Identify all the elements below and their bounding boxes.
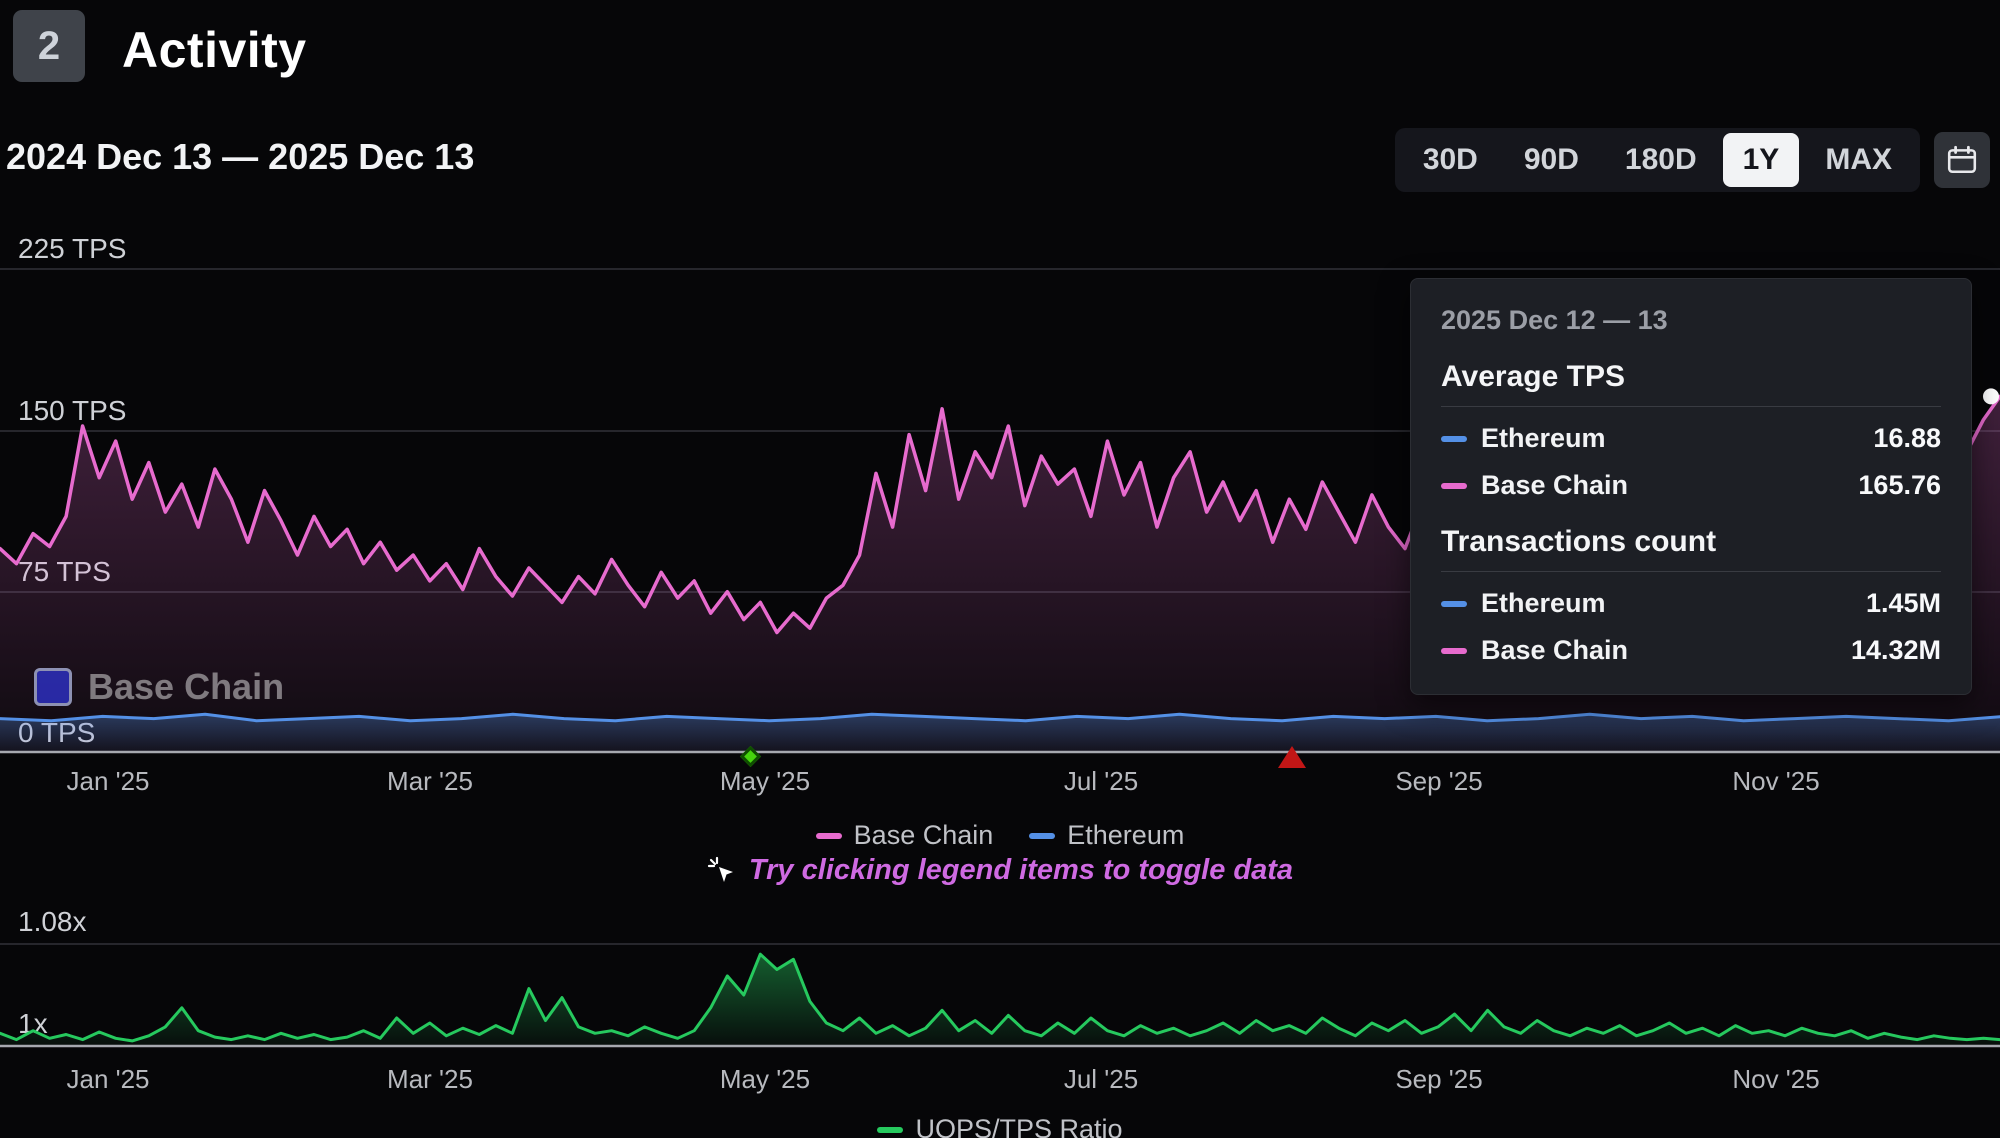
chain-watermark-label: Base Chain (88, 666, 285, 707)
timeframe-30d-button[interactable]: 30D (1403, 133, 1498, 187)
ratio-legend-swatch (877, 1126, 904, 1133)
tps-y-label-225: 225 TPS (18, 233, 127, 264)
ethereum-swatch (1441, 600, 1467, 607)
ethereum-area-fill (0, 714, 2000, 753)
timeframe-180d-button[interactable]: 180D (1605, 133, 1717, 187)
tooltip-section-transactions-count: Transactions count (1441, 525, 1941, 572)
ratio-x-label-may: May '25 (719, 1064, 811, 1094)
legend-hint: Try clicking legend items to toggle data (0, 854, 2000, 887)
tps-y-label-150: 150 TPS (18, 395, 127, 426)
tps-x-axis: Jan '25 Mar '25 May '25 Jul '25 Sep '25 … (0, 766, 2000, 800)
ethereum-swatch (1441, 435, 1467, 442)
base-chain-logo-icon (34, 668, 72, 706)
timeframe-1y-button[interactable]: 1Y (1722, 133, 1800, 187)
tooltip-row-value: 14.32M (1850, 635, 1941, 665)
ratio-legend: UOPS/TPS Ratio (0, 1114, 2000, 1138)
ratio-x-label-mar: Mar '25 (387, 1064, 473, 1094)
timeframe-90d-button[interactable]: 90D (1504, 133, 1599, 187)
ratio-x-label-nov: Nov '25 (1732, 1064, 1820, 1094)
date-range-label: 2024 Dec 13 — 2025 Dec 13 (6, 136, 475, 177)
ratio-x-label-sep: Sep '25 (1395, 1064, 1483, 1094)
tps-x-label-jul: Jul '25 (1063, 766, 1139, 796)
ratio-area-fill (0, 954, 2000, 1046)
cursor-click-icon (707, 856, 733, 882)
tooltip-section-average-tps: Average TPS (1441, 360, 1941, 407)
tooltip-row-label: Base Chain (1481, 635, 1629, 665)
tps-x-label-jan: Jan '25 (66, 766, 150, 796)
section-rank-badge: 2 (13, 10, 85, 82)
tooltip-row-base-chain-count: Base Chain 14.32M (1441, 635, 1941, 666)
base-chain-legend-swatch (815, 832, 842, 839)
ratio-x-label-jan: Jan '25 (66, 1064, 150, 1094)
base-chain-swatch (1441, 647, 1467, 654)
legend-item-uops-tps-ratio[interactable]: UOPS/TPS Ratio (877, 1114, 1123, 1138)
ratio-x-label-jul: Jul '25 (1063, 1064, 1139, 1094)
chain-watermark: Base Chain (34, 666, 284, 708)
legend-item-base-chain[interactable]: Base Chain (815, 820, 994, 851)
tooltip-row-ethereum-count: Ethereum 1.45M (1441, 588, 1941, 619)
tooltip-row-base-chain-tps: Base Chain 165.76 (1441, 470, 1941, 501)
ethereum-legend-swatch (1029, 832, 1056, 839)
tooltip-row-value: 1.45M (1865, 588, 1941, 618)
calendar-icon (1947, 145, 1977, 174)
latest-value-dot (1983, 388, 1999, 405)
tooltip-row-value: 16.88 (1873, 423, 1941, 453)
tps-x-label-may: May '25 (719, 766, 811, 796)
base-chain-swatch (1441, 482, 1467, 489)
timeframe-selector: 30D 90D 180D 1Y MAX (1394, 128, 1990, 192)
tooltip-row-label: Ethereum (1481, 588, 1606, 618)
legend-label: Ethereum (1067, 820, 1185, 850)
legend-item-ethereum[interactable]: Ethereum (1029, 820, 1184, 851)
ratio-line (0, 952, 2000, 1043)
milestone-triangle-marker[interactable] (1278, 746, 1306, 768)
page-title: Activity (122, 22, 307, 78)
ratio-y-label-108: 1.08x (18, 906, 87, 937)
legend-label: UOPS/TPS Ratio (915, 1114, 1123, 1138)
legend-hint-text: Try clicking legend items to toggle data (748, 854, 1294, 886)
tps-x-label-sep: Sep '25 (1395, 766, 1483, 796)
timeframe-max-button[interactable]: MAX (1805, 133, 1912, 187)
tooltip-date: 2025 Dec 12 — 13 (1441, 305, 1668, 335)
chart-tooltip: 2025 Dec 12 — 13 Average TPS Ethereum 16… (1410, 278, 1972, 695)
tps-x-label-nov: Nov '25 (1732, 766, 1820, 796)
tooltip-row-label: Ethereum (1481, 423, 1606, 453)
tps-legend: Base Chain Ethereum (0, 820, 2000, 851)
tooltip-row-ethereum-tps: Ethereum 16.88 (1441, 423, 1941, 454)
ratio-x-axis: Jan '25 Mar '25 May '25 Jul '25 Sep '25 … (0, 1064, 2000, 1098)
ratio-chart[interactable] (0, 920, 2000, 1054)
timeframe-button-group: 30D 90D 180D 1Y MAX (1394, 128, 1920, 192)
legend-label: Base Chain (853, 820, 994, 850)
ethereum-line (0, 712, 2000, 723)
tooltip-row-value: 165.76 (1858, 470, 1941, 500)
tps-x-label-mar: Mar '25 (387, 766, 473, 796)
tooltip-row-label: Base Chain (1481, 470, 1629, 500)
calendar-button[interactable] (1934, 132, 1990, 188)
